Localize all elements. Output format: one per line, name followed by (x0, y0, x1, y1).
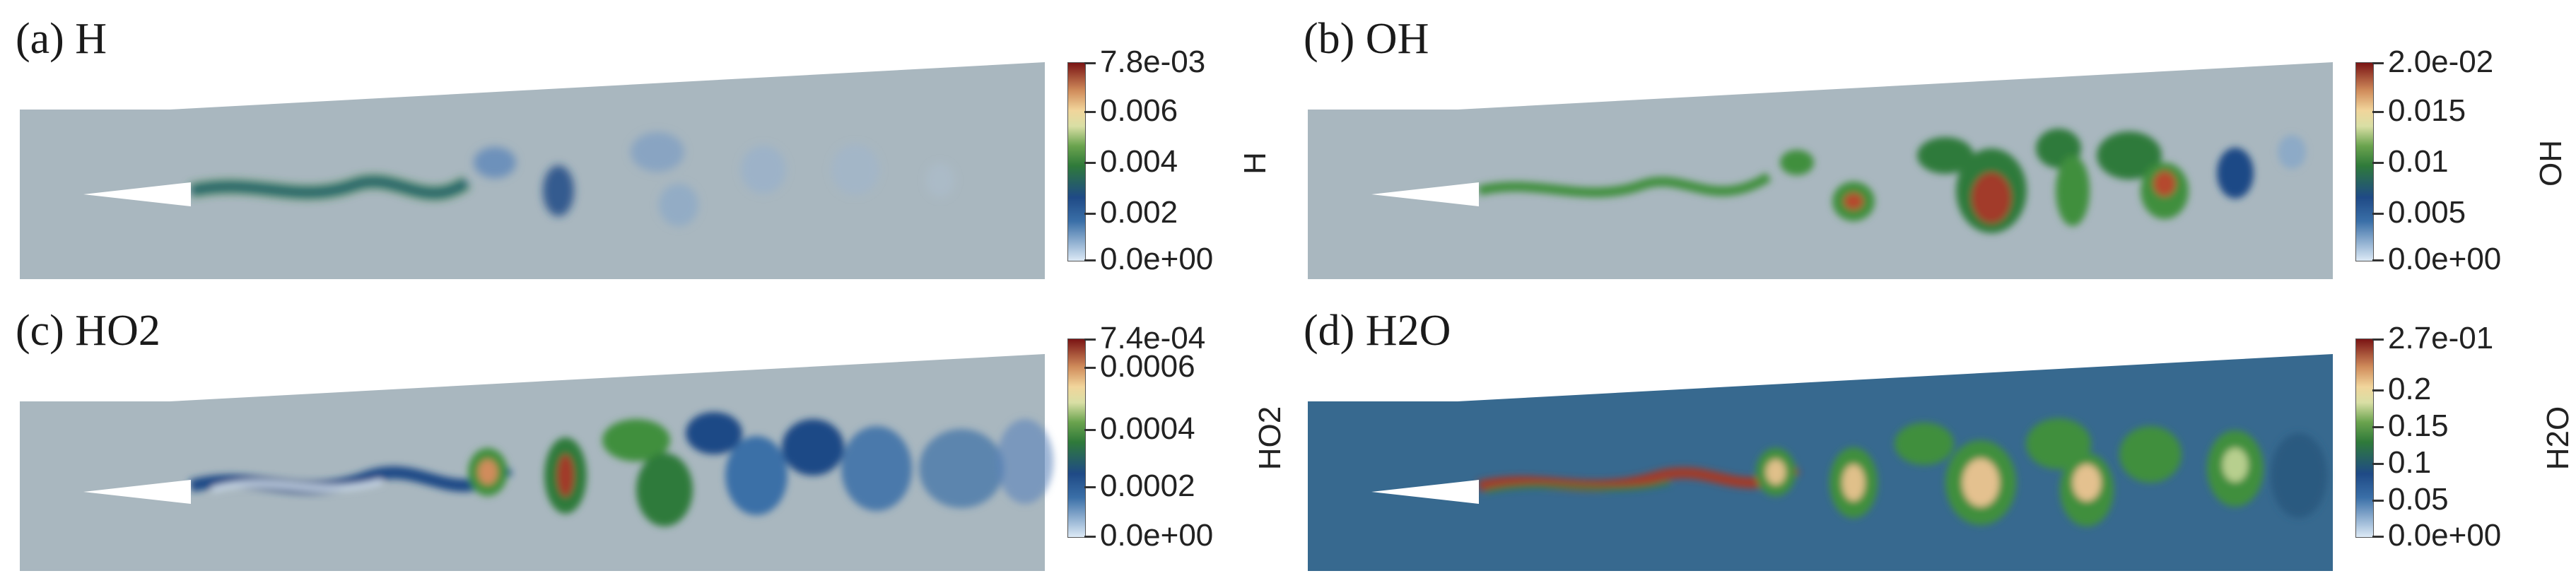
contour-field-h2o (1308, 354, 2333, 571)
colorbar-tick-label: 0.0e+00 (2388, 242, 2502, 276)
panel-title: (c) HO2 (16, 307, 160, 355)
colorbar-gradient (2355, 338, 2374, 538)
panel-h2o: (d) H2O 2.7e-01 0.2 (1288, 292, 2576, 583)
panel-h: (a) H 7.8e-03 0.006 0.004 0.002 0.0e+00 (0, 0, 1288, 291)
colorbar-tick-label: 0.002 (1100, 195, 1178, 230)
colorbar-variable-label: OH (2534, 140, 2568, 187)
contour-field-oh (1308, 62, 2333, 279)
colorbar-tick-label: 2.7e-01 (2388, 321, 2494, 355)
colorbar-tick-label: 0.01 (2388, 144, 2449, 179)
colorbar-tick-label: 0.0006 (1100, 349, 1195, 384)
colorbar-gradient (1067, 338, 1086, 538)
panel-oh: (b) OH 2.0e-02 0.015 0.0 (1288, 0, 2576, 291)
colorbar-tick-label: 0.006 (1100, 93, 1178, 128)
colorbar-tick-label: 7.8e-03 (1100, 45, 1206, 79)
contour-field-ho2 (20, 354, 1053, 571)
colorbar-tick-label: 0.005 (2388, 195, 2466, 230)
colorbar-variable-label: H2O (2541, 406, 2576, 471)
panel-title: (d) H2O (1304, 307, 1451, 355)
panel-title: (a) H (16, 15, 107, 63)
colorbar-tick-label: 0.0e+00 (1100, 518, 1214, 553)
colorbar-tick-label: 0.2 (2388, 372, 2432, 406)
contour-field-h (20, 62, 1045, 279)
colorbar-variable-label: HO2 (1253, 406, 1288, 471)
colorbar-tick-label: 0.0e+00 (1100, 242, 1214, 276)
colorbar-tick-label: 0.0002 (1100, 469, 1195, 503)
panel-title: (b) OH (1304, 15, 1429, 63)
colorbar-tick-label: 0.05 (2388, 482, 2449, 517)
colorbar-gradient (1067, 62, 1086, 261)
colorbar-tick-label: 0.1 (2388, 445, 2432, 480)
colorbar-tick-label: 7.4e-04 (1100, 321, 1206, 355)
colorbar-tick-label: 0.15 (2388, 408, 2449, 443)
colorbar-variable-label: H (1237, 152, 1272, 175)
colorbar-tick-label: 0.0e+00 (2388, 518, 2502, 553)
colorbar-tick-label: 2.0e-02 (2388, 45, 2494, 79)
colorbar-tick-label: 0.0004 (1100, 411, 1195, 446)
panel-ho2: (c) HO2 7.4e-04 0.0006 0 (0, 292, 1288, 583)
colorbar-tick-label: 0.015 (2388, 93, 2466, 128)
colorbar-gradient (2355, 62, 2374, 261)
colorbar-tick-label: 0.004 (1100, 144, 1178, 179)
